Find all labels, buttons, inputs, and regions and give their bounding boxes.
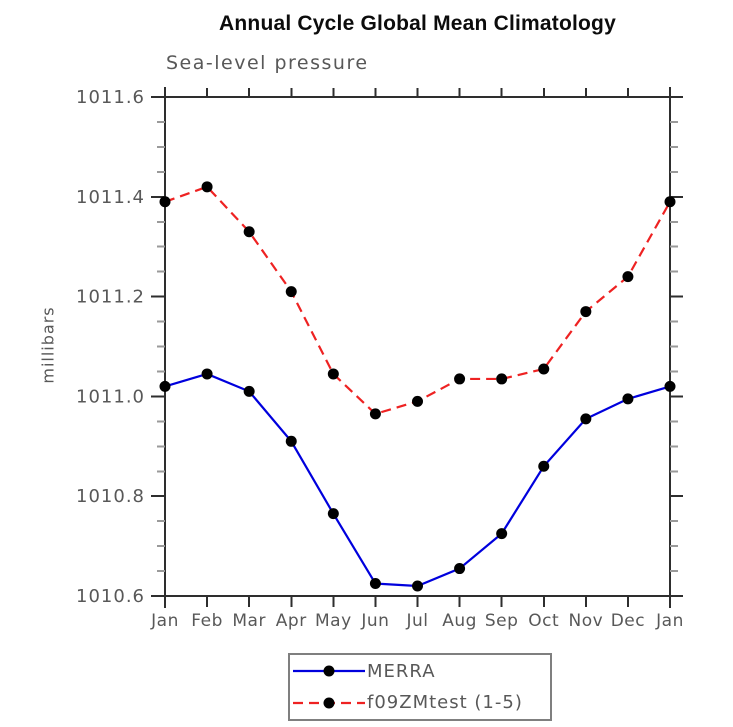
x-tick-label: Jan (655, 611, 684, 631)
x-tick-label: Dec (611, 611, 645, 631)
x-tick-label: Mar (232, 611, 266, 631)
x-tick-label: Aug (442, 611, 477, 631)
data-point-marker (622, 271, 634, 283)
x-tick-label: Nov (568, 611, 603, 631)
data-point-marker (285, 435, 297, 447)
data-point-marker (412, 395, 423, 407)
data-point-marker (243, 226, 255, 238)
x-tick-label: Sep (485, 611, 519, 631)
x-tick-label: Oct (528, 611, 559, 631)
series-line-1 (164, 185, 671, 416)
data-point-marker (369, 408, 381, 420)
x-tick-label: Feb (191, 611, 223, 631)
data-point-marker (285, 286, 297, 298)
data-point-marker (454, 373, 466, 385)
y-tick-label: 1011.6 (76, 87, 145, 108)
data-point-marker (580, 306, 592, 318)
x-tick-label: Apr (276, 611, 307, 631)
y-tick-label: 1011.4 (76, 187, 145, 208)
legend-label-f09zmtest: f09ZMtest (1-5) (367, 692, 523, 714)
x-tick-label: Jan (150, 611, 179, 631)
data-point-marker (243, 385, 255, 397)
y-tick-label: 1011.2 (76, 287, 145, 308)
data-point-marker (159, 380, 171, 392)
data-point-marker (496, 528, 508, 540)
legend-item-merra: MERRA (292, 656, 550, 686)
chart-title: Annual Cycle Global Mean Climatology (219, 12, 616, 35)
y-tick-label: 1010.8 (76, 486, 145, 507)
legend-marker-dot (323, 697, 335, 709)
data-point-marker (664, 196, 676, 208)
data-point-marker (454, 563, 466, 575)
data-point-marker (622, 393, 634, 405)
data-point-marker (580, 413, 592, 425)
y-tick-label: 1011.0 (76, 386, 145, 407)
x-tick-label: May (315, 611, 352, 631)
data-point-marker (159, 196, 171, 208)
y-tick-label: 1010.6 (76, 586, 145, 607)
legend-sample-f09zmtest (293, 697, 365, 709)
x-tick-label: Jun (360, 611, 389, 631)
legend-label-merra: MERRA (367, 660, 436, 682)
legend-item-f09zmtest: f09ZMtest (1-5) (292, 688, 550, 718)
data-point-marker (412, 580, 423, 592)
x-tick-label: Jul (405, 611, 428, 631)
data-point-marker (496, 373, 508, 385)
chart-subtitle: Sea-level pressure (166, 52, 369, 74)
legend-sample-merra (293, 665, 365, 677)
data-point-marker (327, 508, 339, 520)
data-point-marker (369, 578, 381, 590)
legend-marker-dot (323, 665, 335, 677)
data-point-marker (664, 380, 676, 392)
data-point-marker (201, 368, 213, 380)
data-point-marker (538, 363, 550, 375)
data-point-marker (327, 368, 339, 380)
data-point-marker (538, 460, 550, 472)
data-point-marker (201, 181, 213, 193)
legend: MERRA f09ZMtest (1-5) (288, 653, 552, 721)
